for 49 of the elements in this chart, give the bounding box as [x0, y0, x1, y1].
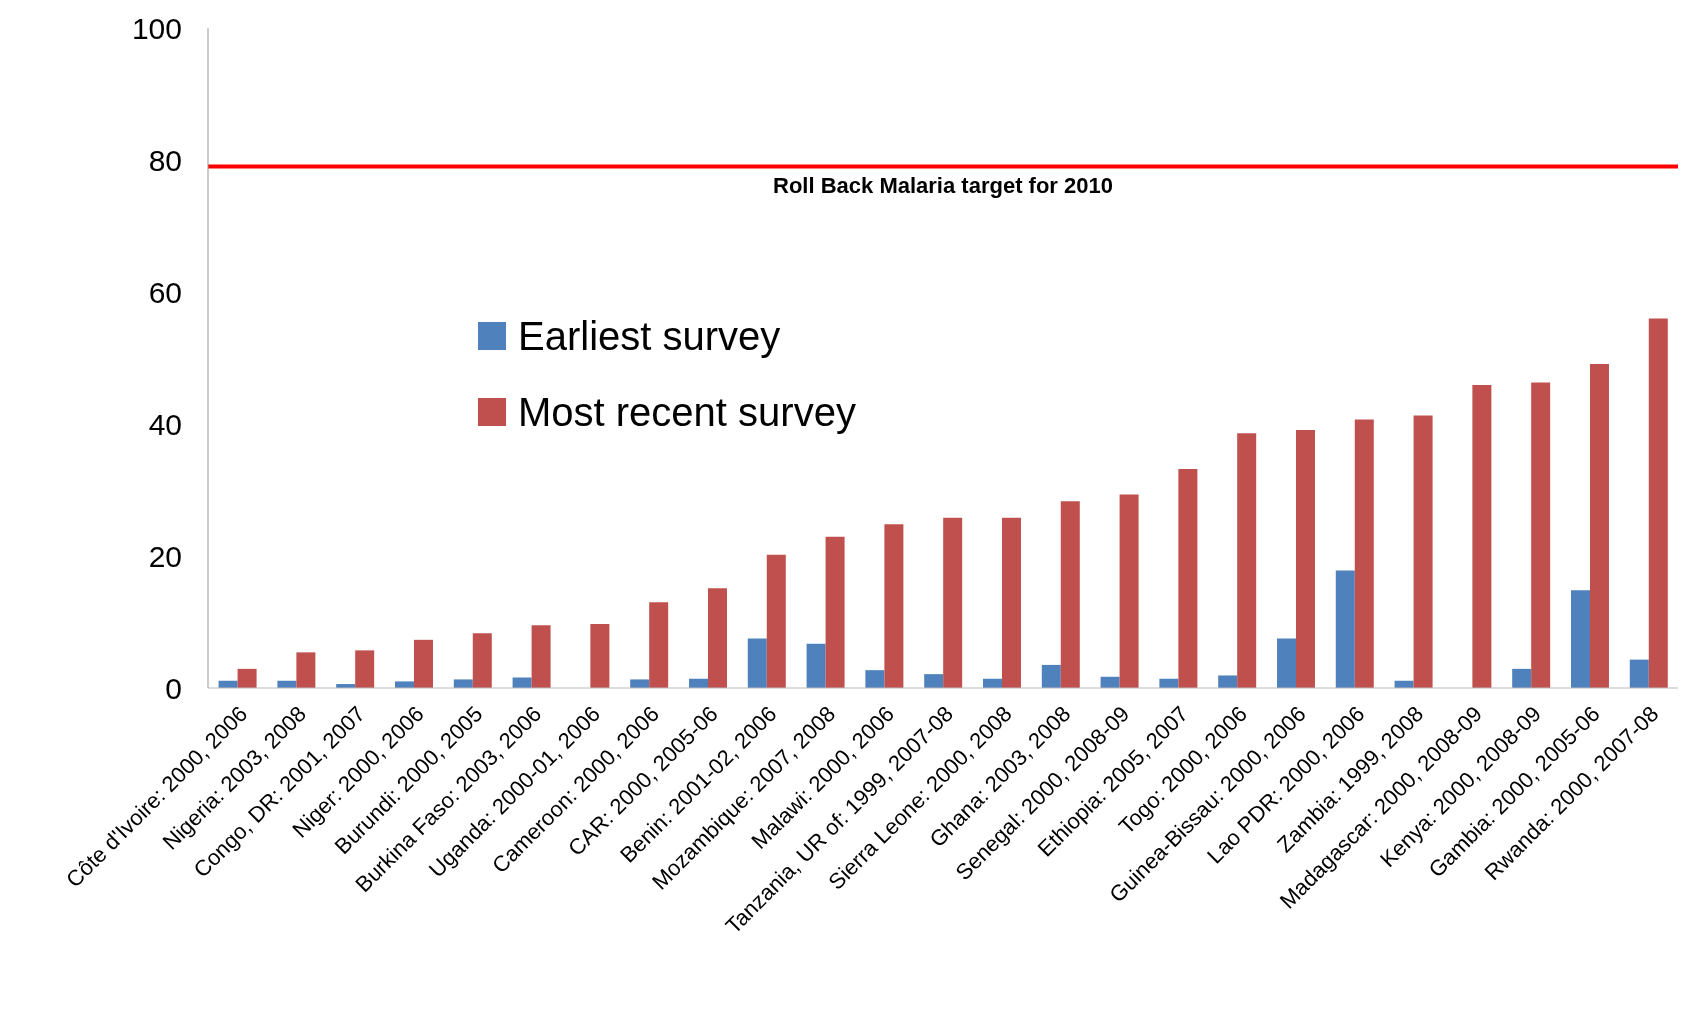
bar	[1589, 363, 1609, 688]
bar	[924, 674, 944, 688]
bar	[865, 670, 885, 688]
y-tick-label: 20	[148, 539, 182, 573]
bar	[649, 602, 669, 688]
bar	[1001, 517, 1021, 688]
bar	[1119, 494, 1139, 688]
bar	[884, 524, 904, 688]
bar	[296, 652, 316, 688]
bar	[806, 643, 826, 688]
legend-label: Earliest survey	[518, 313, 781, 359]
y-tick-label: 0	[165, 671, 182, 705]
bar	[707, 588, 727, 688]
bar	[1237, 433, 1257, 688]
bar	[512, 677, 532, 688]
bar	[1570, 590, 1590, 688]
bar	[943, 517, 963, 688]
ref-line-label: Roll Back Malaria target for 2010	[773, 172, 1113, 198]
y-tick-label: 40	[148, 407, 182, 441]
bar	[747, 638, 767, 688]
bar	[1060, 501, 1080, 688]
bar	[1178, 468, 1198, 688]
bar	[825, 536, 845, 688]
bar	[1648, 318, 1668, 688]
bar	[472, 633, 492, 688]
bar	[590, 623, 610, 688]
bar	[1472, 385, 1492, 688]
bar	[1512, 668, 1532, 688]
legend-label: Most recent survey	[518, 389, 856, 435]
bar	[766, 554, 786, 688]
bar	[453, 679, 473, 688]
bar	[630, 679, 650, 688]
bar	[1531, 382, 1551, 688]
bar	[1413, 415, 1433, 688]
bar	[531, 625, 551, 688]
y-tick-label: 100	[131, 11, 182, 45]
bar	[1218, 675, 1238, 688]
y-tick-label: 60	[148, 275, 182, 309]
y-tick-label: 80	[148, 143, 182, 177]
bar	[1295, 429, 1315, 688]
bar	[394, 681, 414, 688]
bar	[1276, 638, 1296, 688]
bar	[237, 668, 257, 688]
bar	[1041, 664, 1061, 688]
bar	[413, 639, 433, 688]
bar	[1354, 419, 1374, 688]
bar	[355, 650, 375, 688]
bar	[1629, 659, 1649, 688]
bar	[1335, 570, 1355, 688]
